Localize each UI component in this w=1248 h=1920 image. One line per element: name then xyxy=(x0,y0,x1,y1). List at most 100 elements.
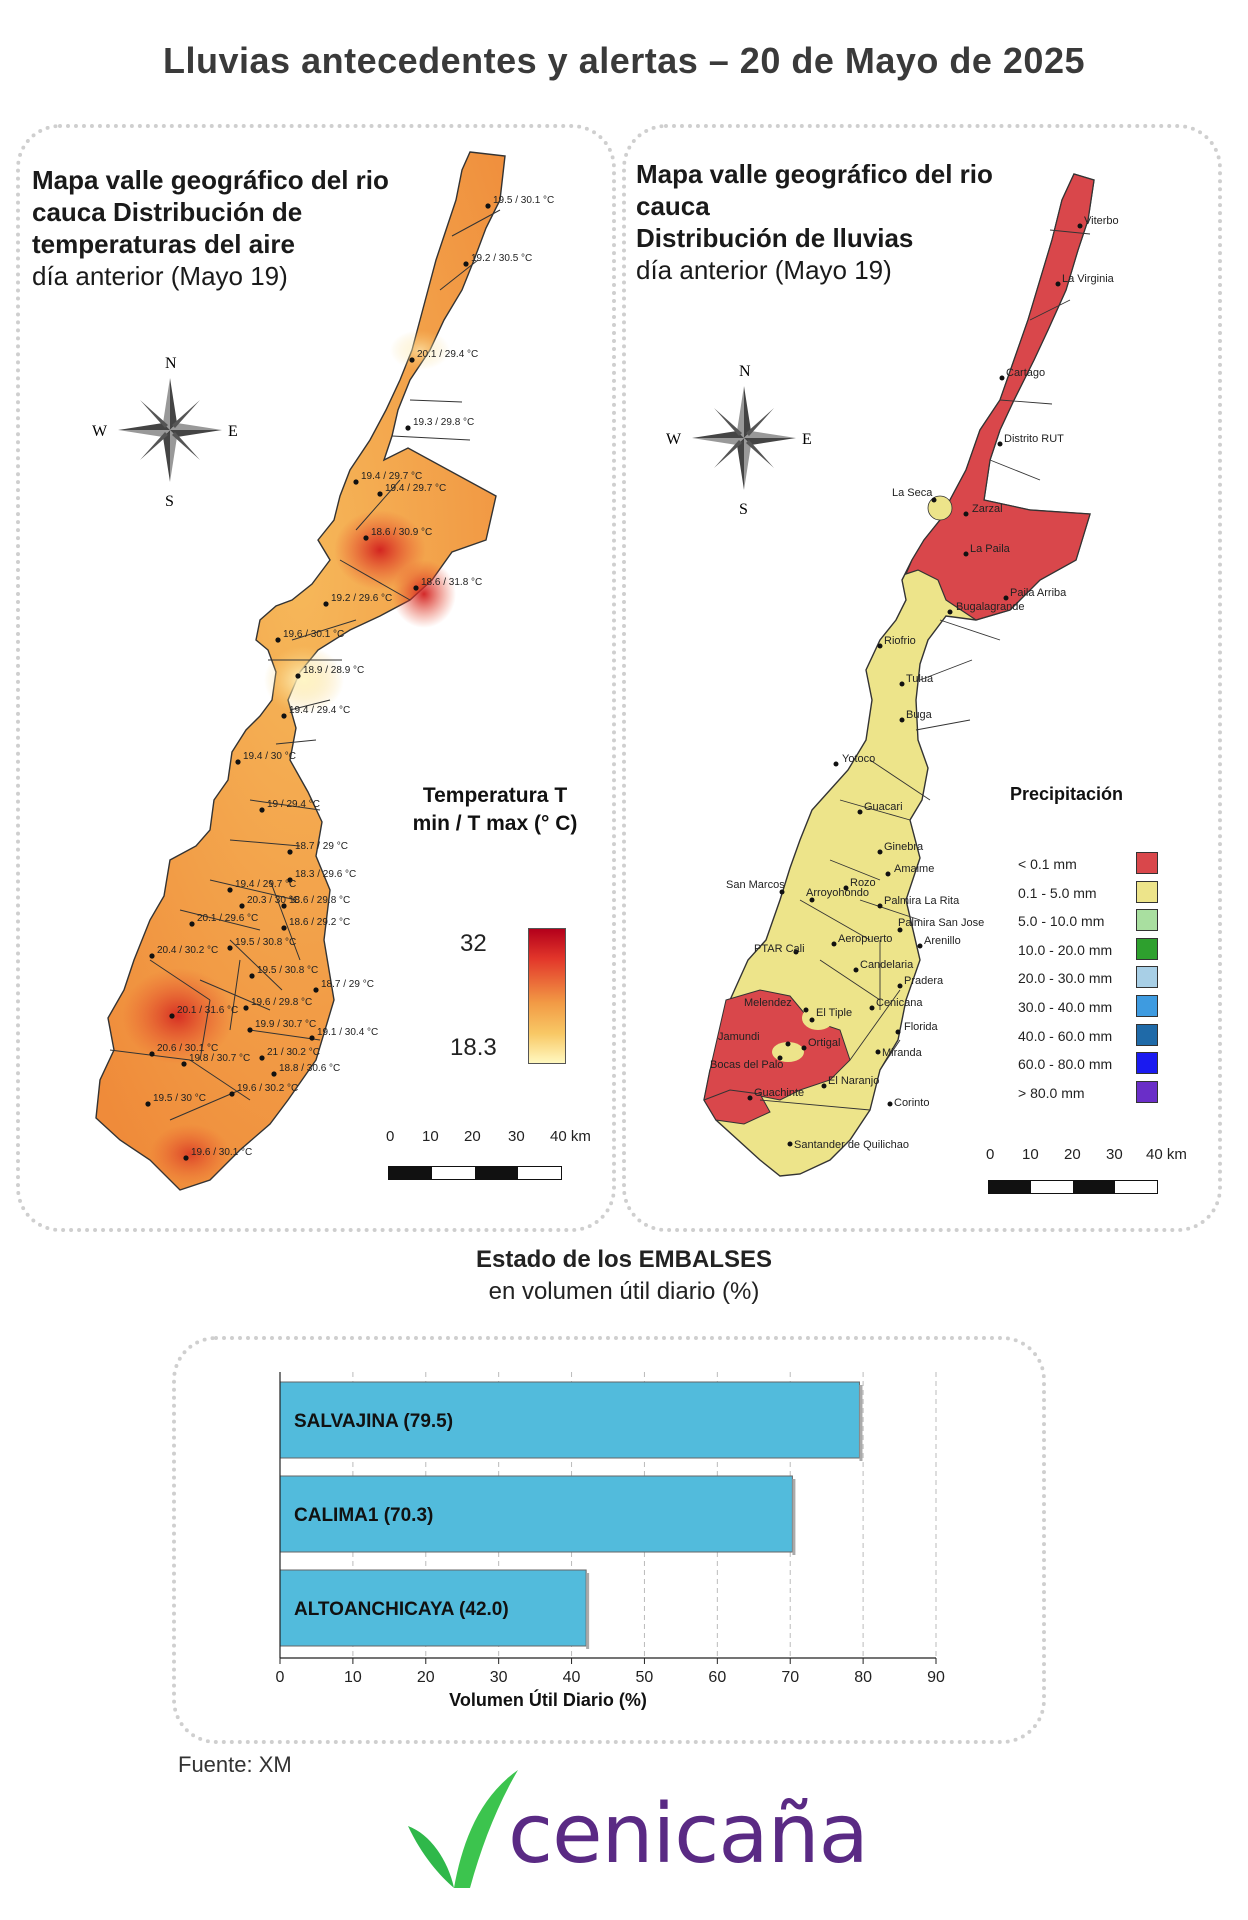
scale-label: 30 xyxy=(1106,1146,1123,1163)
city-dot xyxy=(895,1029,901,1035)
temperature-station-label: 19.4 / 29.4 °C xyxy=(289,705,350,716)
city-dot xyxy=(885,871,891,877)
city-label: Aeropuerto xyxy=(838,933,892,945)
temperature-station-dot xyxy=(149,953,155,959)
rain-legend-swatch xyxy=(1136,1052,1158,1075)
reservoir-bar-shadow xyxy=(792,1479,796,1555)
city-label: Ginebra xyxy=(884,841,924,853)
city-label: San Marcos xyxy=(726,879,785,891)
rain-legend-label: > 80.0 mm xyxy=(1018,1084,1085,1101)
temperature-map: 19.5 / 30.1 °C 19.2 / 30.5 °C 20.1 / 29.4 … xyxy=(92,151,554,1191)
rain-scale-bar xyxy=(988,1180,1158,1194)
city-label: La Paila xyxy=(970,543,1011,555)
city-label: Yotoco xyxy=(842,753,875,765)
city-dot xyxy=(899,717,905,723)
temperature-station-dot xyxy=(271,1071,277,1077)
temperature-station-dot xyxy=(227,945,233,951)
temperature-station-label: 19.6 / 30.2 °C xyxy=(237,1083,298,1094)
temperature-station-label: 19 / 29.4 °C xyxy=(267,799,320,810)
city-dot xyxy=(1077,223,1083,229)
temperature-station-label: 19.5 / 30.1 °C xyxy=(493,195,554,206)
rain-legend-swatch xyxy=(1136,909,1158,932)
city-label: PTAR Cali xyxy=(754,943,805,955)
temperature-station-dot xyxy=(413,585,419,591)
city-label: Bocas del Palo xyxy=(710,1059,783,1071)
city-label: Ortigal xyxy=(808,1037,840,1049)
temperature-station-dot xyxy=(377,491,383,497)
rain-map-panel xyxy=(622,124,1222,1232)
city-label: Santander de Quilichao xyxy=(794,1139,909,1151)
temperature-station-label: 19.4 / 29.7 °C xyxy=(235,879,296,890)
city-label: Guachinte xyxy=(754,1087,804,1099)
temperature-station-label: 19.1 / 30.4 °C xyxy=(317,1027,378,1038)
temperature-station-label: 19.5 / 30.8 °C xyxy=(257,965,318,976)
rain-legend-swatch xyxy=(1136,937,1158,960)
scale-label: 0 xyxy=(386,1128,395,1145)
rain-map-heading: Mapa valle geográfico del rio cauca Dist… xyxy=(636,158,1026,286)
temperature-station-dot xyxy=(227,887,233,893)
city-label: Amaime xyxy=(894,863,934,875)
x-tick-label: 40 xyxy=(563,1669,581,1686)
rain-legend-label: < 0.1 mm xyxy=(1018,856,1077,872)
temperature-station-label: 18.8 / 30.6 °C xyxy=(279,1063,340,1074)
rain-map: Viterbo La Virginia Cartago Distrito RUT La … xyxy=(666,173,1119,1177)
city-label: Viterbo xyxy=(1084,215,1119,227)
temperature-legend-title: Temperatura T min / T max (° C) xyxy=(412,784,578,835)
city-label: Paila Arriba xyxy=(1010,587,1067,599)
city-label: La Virginia xyxy=(1062,273,1115,285)
rain-legend-label: 30.0 - 40.0 mm xyxy=(1018,998,1113,1015)
city-label: Arroyohondo xyxy=(806,887,869,899)
reservoir-bar-label: SALVAJINA (79.5) xyxy=(294,1411,453,1432)
rain-region-red-north xyxy=(904,173,1095,621)
rain-map-title-line1: Mapa valle geográfico del rio cauca xyxy=(636,159,993,221)
x-tick-label: 20 xyxy=(417,1669,435,1686)
temperature-station-dot xyxy=(189,921,195,927)
city-label: Arenillo xyxy=(924,935,961,947)
x-tick-label: 10 xyxy=(344,1669,362,1686)
temperature-map-subtitle: día anterior (Mayo 19) xyxy=(32,261,288,291)
temperature-station-dot xyxy=(169,1013,175,1019)
temperature-station-dot xyxy=(243,1005,249,1011)
temperature-station-label: 19.4 / 30 °C xyxy=(243,751,296,762)
city-label: Zarzal xyxy=(972,503,1003,515)
svg-text:N: N xyxy=(739,363,751,380)
temperature-station-label: 18.6 / 29.2 °C xyxy=(289,917,350,928)
temperature-station-label: 20.4 / 30.2 °C xyxy=(157,945,218,956)
source-note: Fuente: XM xyxy=(178,1752,292,1777)
reservoir-title: Estado de los EMBALSES xyxy=(475,1246,773,1273)
city-label: Distrito RUT xyxy=(1004,433,1064,445)
rain-legend-label: 0.1 - 5.0 mm xyxy=(1018,884,1097,901)
city-label: Cartago xyxy=(1006,367,1045,379)
svg-text:S: S xyxy=(739,501,748,518)
scale-label: 40 km xyxy=(1146,1146,1187,1163)
temperature-station-label: 18.6 / 29.8 °C xyxy=(289,895,350,906)
temperature-station-label: 21 / 30.2 °C xyxy=(267,1047,320,1058)
rain-map-subtitle: día anterior (Mayo 19) xyxy=(636,255,892,285)
city-label: Cenicana xyxy=(876,997,923,1009)
city-label: Pradera xyxy=(904,975,944,987)
city-dot xyxy=(947,609,953,615)
rain-legend-swatch xyxy=(1136,966,1158,989)
city-label: Candelaria xyxy=(860,959,914,971)
svg-text:W: W xyxy=(666,431,682,448)
city-dot xyxy=(999,375,1005,381)
temperature-scale-bar xyxy=(388,1166,562,1180)
city-dot xyxy=(809,897,815,903)
svg-text:W: W xyxy=(92,423,108,440)
temperature-station-dot xyxy=(247,1027,253,1033)
city-dot xyxy=(801,1045,807,1051)
svg-text:S: S xyxy=(165,493,174,510)
city-dot xyxy=(897,983,903,989)
temperature-station-label: 19.2 / 29.6 °C xyxy=(331,593,392,604)
temperature-station-dot xyxy=(295,673,301,679)
temperature-station-label: 19.6 / 30.1 °C xyxy=(283,629,344,640)
temperature-map-panel xyxy=(16,124,616,1232)
temperature-station-dot xyxy=(275,637,281,643)
scale-label: 20 xyxy=(464,1128,481,1145)
city-dot xyxy=(1055,281,1061,287)
temperature-station-label: 20.3 / 30 °C xyxy=(247,895,300,906)
temperature-station-dot xyxy=(353,479,359,485)
temperature-station-label: 19.5 / 30 °C xyxy=(153,1093,206,1104)
scale-label: 10 xyxy=(1022,1146,1039,1163)
city-label: Corinto xyxy=(894,1097,929,1109)
